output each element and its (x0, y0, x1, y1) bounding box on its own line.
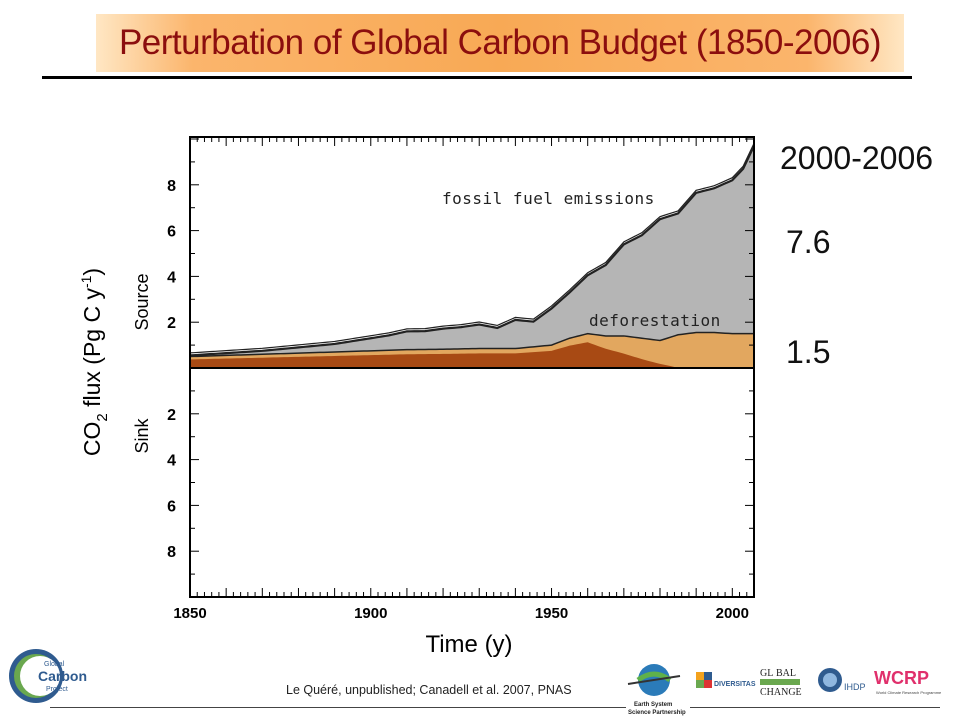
sink-label: Sink (132, 417, 152, 453)
x-tick-label: 1900 (354, 605, 387, 622)
igbp-logo: GL BAL CHANGE (760, 668, 802, 698)
deforestation-value: 1.5 (786, 334, 831, 370)
svg-text:BAL: BAL (776, 668, 796, 679)
essp-line-2: Science Partnership (628, 710, 686, 716)
bottom-rule-left (50, 707, 626, 708)
x-tick-label: 1850 (173, 605, 206, 622)
diversitas-logo: DIVERSITAS (696, 672, 756, 688)
y-tick-label-source: 8 (167, 178, 176, 195)
y-tick-label-source: 2 (167, 315, 176, 332)
y-tick-label-sink: 8 (167, 544, 176, 561)
fossil-fuel-line-upper (190, 143, 754, 354)
y-tick-label-sink: 6 (167, 498, 176, 515)
bottom-rule-right (690, 707, 940, 708)
y-tick-label-source: 4 (167, 269, 176, 286)
citation: Le Quéré, unpublished; Canadell et al. 2… (286, 683, 572, 697)
plot-area (190, 143, 754, 368)
fossil-fuel-annotation: fossil fuel emissions (442, 189, 655, 208)
essp-logo: Earth System Science Partnership (627, 664, 686, 716)
y-tick-label-sink: 2 (167, 407, 176, 424)
title-band (96, 14, 904, 72)
ihdp-logo: IHDP (818, 668, 866, 692)
y-tick-label-sink: 4 (167, 453, 176, 470)
x-tick-label: 1950 (535, 605, 568, 622)
y-axis-label: CO2 flux (Pg C y-1) (78, 268, 111, 456)
ihdp-text: IHDP (844, 682, 866, 692)
gcp-word-2: Carbon (38, 668, 87, 684)
period-label: 2000-2006 (780, 140, 934, 176)
deforestation-dark-area (190, 342, 754, 368)
wcrp-sub: World Climate Research Programme (876, 690, 942, 695)
partner-logos: Earth System Science Partnership DIVERSI… (627, 664, 942, 716)
y-tick-label-source: 6 (167, 224, 176, 241)
deforestation-annotation: deforestation (589, 311, 721, 330)
gcp-word-1: Global (44, 661, 65, 668)
wcrp-logo: WCRP World Climate Research Programme (874, 668, 942, 695)
essp-line-1: Earth System (634, 702, 672, 708)
source-label: Source (132, 273, 152, 330)
gcp-word-3: Project (46, 686, 68, 693)
x-axis-label: Time (y) (425, 631, 512, 658)
title-underline (42, 76, 912, 79)
svg-text:CHANGE: CHANGE (760, 687, 802, 698)
global-carbon-project-logo: Global Carbon Project (9, 649, 87, 703)
diversitas-text: DIVERSITAS (714, 681, 756, 688)
fossil-fuel-area (190, 145, 754, 357)
wcrp-text: WCRP (874, 668, 929, 688)
deforestation-line (190, 331, 754, 358)
axes: 1850 1900 1950 2000 2 4 6 8 2 4 6 8 Time (y) CO2 flux… (78, 136, 755, 658)
x-tick-label: 2000 (716, 605, 749, 622)
page-title: Perturbation of Global Carbon Budget (18… (118, 23, 882, 62)
fossil-fuel-line (190, 145, 754, 357)
fossil-value: 7.6 (786, 224, 831, 260)
svg-text:GL: GL (760, 668, 773, 679)
